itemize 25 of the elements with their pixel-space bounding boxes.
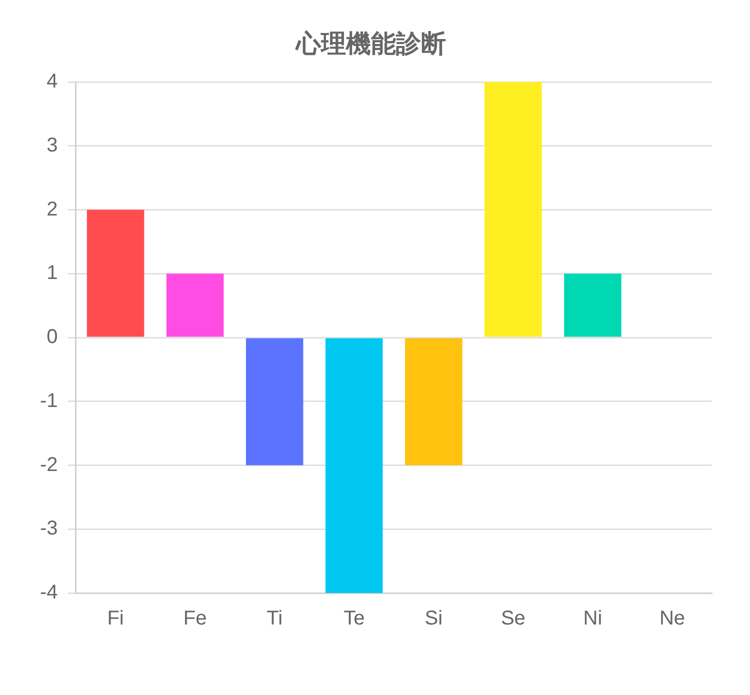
x-tick-label: Fi — [107, 608, 124, 630]
chart-title: 心理機能診断 — [295, 30, 446, 58]
y-tick-label: 1 — [46, 262, 58, 284]
y-tick-label: -4 — [40, 582, 58, 604]
y-tick-label: -1 — [40, 390, 58, 412]
x-tick-label: Te — [344, 608, 365, 630]
y-tick-label: -2 — [40, 454, 58, 476]
bar — [166, 274, 224, 337]
y-tick-label: 4 — [46, 70, 58, 93]
bar — [326, 338, 383, 593]
y-tick-label: 2 — [46, 198, 58, 220]
y-tick-label: 0 — [46, 326, 58, 348]
bar — [246, 338, 304, 466]
x-tick-label: Ti — [266, 608, 283, 630]
bar — [564, 274, 622, 337]
bar — [86, 210, 144, 337]
y-tick-label: -3 — [40, 518, 58, 540]
bar — [405, 338, 462, 466]
x-tick-label: Si — [424, 608, 443, 630]
x-tick-label: Se — [500, 608, 526, 630]
x-tick-label: Ne — [659, 608, 686, 630]
x-tick-label: Ni — [583, 608, 602, 630]
bar — [484, 82, 542, 337]
x-tick-label: Fe — [183, 608, 207, 630]
y-tick-label: 3 — [46, 134, 58, 156]
